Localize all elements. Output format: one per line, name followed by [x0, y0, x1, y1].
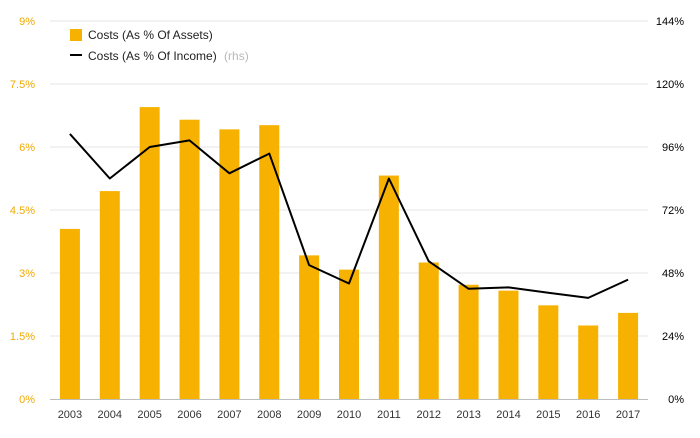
- right-axis-tick-label: 48%: [662, 268, 684, 280]
- x-axis-tick-label: 2014: [496, 409, 520, 421]
- x-axis-tick-label: 2006: [177, 409, 201, 421]
- bar: [219, 129, 240, 400]
- legend-line-suffix: (rhs): [224, 49, 249, 63]
- x-axis-tick-label: 2015: [536, 409, 560, 421]
- x-axis-tick-label: 2012: [416, 409, 440, 421]
- bar: [458, 284, 479, 399]
- legend-label-bar: Costs (As % Of Assets): [88, 28, 213, 42]
- x-axis-tick-label: 2016: [576, 409, 600, 421]
- bar: [59, 228, 80, 399]
- bar: [498, 290, 519, 399]
- x-axis-tick-label: 2008: [257, 409, 281, 421]
- axes: 0% 1.5% 3% 4.5% 6% 7.5% 9% 0% 24% 48% 72% 96% 120% 14…: [10, 16, 684, 421]
- series-line: [69, 133, 629, 299]
- right-axis-tick-label: 144%: [656, 16, 684, 28]
- bar: [259, 125, 280, 399]
- legend-label-line: Costs (As % Of Income) (rhs): [88, 49, 249, 63]
- left-axis-tick-label: 7.5%: [10, 79, 35, 91]
- legend-swatch-bar: [70, 29, 82, 41]
- bar: [99, 191, 120, 399]
- left-axis-tick-label: 1.5%: [10, 331, 35, 343]
- bar: [538, 305, 559, 399]
- legend-line-text: Costs (As % Of Income): [88, 49, 217, 63]
- x-axis-tick-label: 2013: [456, 409, 480, 421]
- x-axis-tick-label: 2003: [58, 409, 82, 421]
- legend: Costs (As % Of Assets) Costs (As % Of In…: [70, 28, 249, 63]
- bar: [578, 325, 599, 399]
- x-axis-tick-label: 2011: [377, 409, 401, 421]
- bar: [139, 107, 160, 399]
- line-series: [69, 133, 629, 299]
- x-axis-tick-label: 2010: [337, 409, 361, 421]
- bar-series: [59, 107, 639, 400]
- x-axis-tick-label: 2017: [616, 409, 640, 421]
- right-axis-tick-label: 24%: [662, 331, 684, 343]
- left-axis-tick-label: 0%: [19, 394, 35, 406]
- left-axis-tick-label: 4.5%: [10, 205, 35, 217]
- right-axis-tick-label: 0%: [668, 394, 684, 406]
- left-axis-tick-label: 3%: [19, 268, 35, 280]
- bar: [618, 312, 639, 399]
- bar: [339, 269, 359, 399]
- bar: [378, 175, 399, 399]
- bar: [299, 255, 320, 399]
- left-axis-tick-label: 9%: [19, 16, 35, 28]
- x-axis-tick-label: 2009: [297, 409, 321, 421]
- x-axis-tick-label: 2007: [217, 409, 241, 421]
- right-axis-tick-label: 120%: [656, 79, 684, 91]
- right-axis-tick-label: 96%: [662, 142, 684, 154]
- bar: [418, 262, 439, 399]
- x-axis-tick-label: 2005: [137, 409, 161, 421]
- x-axis-tick-label: 2004: [98, 409, 122, 421]
- left-axis-tick-label: 6%: [19, 142, 35, 154]
- right-axis-tick-label: 72%: [662, 205, 684, 217]
- bar: [179, 119, 200, 399]
